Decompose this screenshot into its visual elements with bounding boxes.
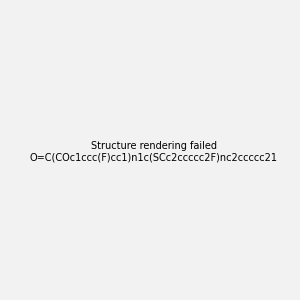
Text: Structure rendering failed
O=C(COc1ccc(F)cc1)n1c(SCc2ccccc2F)nc2ccccc21: Structure rendering failed O=C(COc1ccc(F…	[30, 141, 278, 162]
